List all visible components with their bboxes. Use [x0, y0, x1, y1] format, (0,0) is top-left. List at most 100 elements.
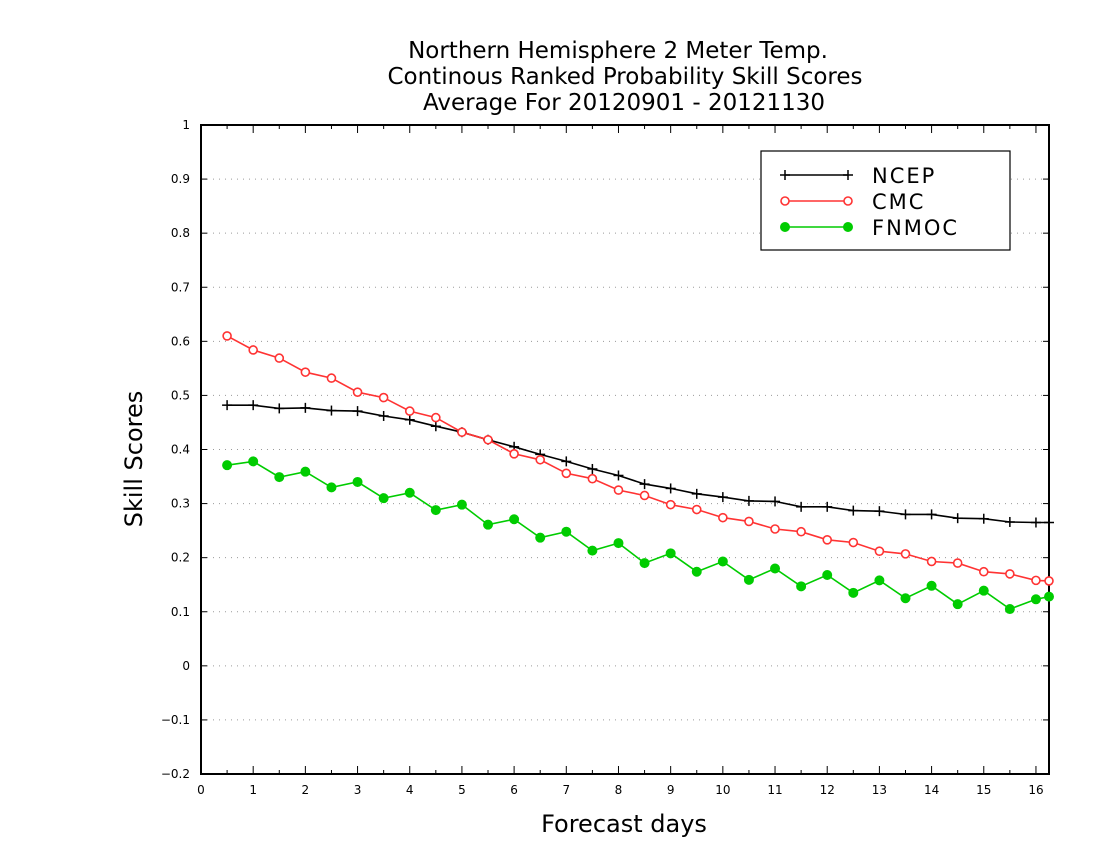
fnmoc-point: [848, 587, 859, 598]
y-tick-label: 0.6: [171, 334, 190, 348]
fnmoc-point: [326, 482, 337, 493]
fnmoc-point: [1044, 591, 1054, 602]
fnmoc-point: [483, 519, 494, 530]
series-fnmoc: [222, 456, 1054, 615]
cmc-point: [639, 490, 650, 501]
ncep-point: [561, 456, 572, 467]
x-tick-label: 8: [615, 783, 623, 797]
ncep-point: [717, 492, 728, 503]
y-tick-label: 0.2: [171, 551, 190, 565]
x-tick-label: 7: [562, 783, 570, 797]
title-line-1: Northern Hemisphere 2 Meter Temp.: [408, 38, 828, 64]
fnmoc-point: [222, 460, 233, 471]
cmc-point: [404, 406, 415, 416]
ncep-point: [874, 506, 885, 517]
title-line-2: Continous Ranked Probability Skill Score…: [387, 64, 862, 90]
legend-entry-ncep: NCEP: [780, 164, 934, 188]
cmc-point: [378, 392, 389, 403]
ncep-point: [796, 501, 807, 512]
ncep-point: [822, 501, 833, 512]
gridlines: [201, 178, 1049, 721]
cmc-point: [274, 353, 285, 363]
fnmoc-point: [743, 574, 754, 585]
fnmoc-point: [926, 580, 937, 591]
fnmoc-point: [456, 499, 467, 510]
cmc-point: [691, 504, 702, 515]
x-tick-label: 6: [510, 783, 518, 797]
fnmoc-point: [770, 563, 781, 574]
ncep-point: [978, 513, 989, 524]
cmc-point: [900, 549, 911, 559]
x-tick-label: 16: [1028, 783, 1043, 797]
fnmoc-point: [691, 566, 702, 577]
legend-marker: [780, 170, 790, 180]
x-tick-label: 13: [872, 783, 887, 797]
fnmoc-point: [1030, 594, 1041, 605]
fnmoc-point: [561, 526, 572, 537]
axes: −0.2−0.100.10.20.30.40.50.60.70.80.910 1 2…: [161, 118, 1050, 797]
legend-marker: [843, 222, 853, 232]
x-tick-label: 10: [715, 783, 730, 797]
fnmoc-point: [300, 466, 311, 477]
ncep-point: [378, 410, 389, 421]
cmc-line: [226, 335, 1050, 582]
ncep-point: [300, 402, 311, 413]
ncep-point: [639, 479, 650, 490]
fnmoc-point: [613, 538, 624, 549]
cmc-point: [744, 516, 754, 527]
x-tick-label: 11: [767, 783, 782, 797]
legend-marker: [843, 170, 853, 180]
cmc-point: [1031, 575, 1041, 586]
series-layer: [222, 331, 1054, 615]
cmc-point: [561, 468, 572, 479]
ncep-point: [1030, 517, 1041, 528]
cmc-point: [718, 512, 728, 523]
y-tick-label: 0.1: [171, 605, 190, 619]
fnmoc-point: [587, 545, 598, 556]
y-tick-label: 1: [182, 118, 190, 132]
cmc-point: [509, 449, 519, 459]
chart-title: Northern Hemisphere 2 Meter Temp. Contin…: [387, 38, 862, 116]
ncep-point: [952, 513, 963, 524]
fnmoc-line: [226, 460, 1050, 610]
x-tick-label: 4: [406, 783, 414, 797]
ncep-point: [743, 495, 754, 506]
y-axis-label: Skill Scores: [120, 391, 148, 528]
legend-marker: [780, 196, 790, 206]
y-tick-label: −0.2: [161, 767, 190, 781]
cmc-point: [535, 454, 546, 465]
y-tick-label: 0.7: [171, 280, 190, 294]
ncep-point: [770, 496, 781, 507]
cmc-point: [978, 566, 989, 577]
ncep-point: [587, 463, 598, 474]
fnmoc-point: [796, 581, 807, 592]
title-line-3: Average For 20120901 - 20121130: [423, 90, 825, 116]
ncep-point: [326, 405, 337, 416]
y-tick-label: 0.9: [171, 172, 190, 186]
ncep-point: [430, 421, 441, 432]
cmc-point: [848, 537, 859, 548]
ncep-point: [222, 400, 233, 411]
fnmoc-point: [1004, 604, 1015, 615]
ncep-point: [274, 403, 285, 414]
fnmoc-point: [509, 514, 520, 525]
x-tick-label: 3: [354, 783, 362, 797]
x-tick-label: 12: [820, 783, 835, 797]
legend-box: [760, 150, 1011, 251]
fnmoc-point: [639, 558, 650, 569]
fnmoc-point: [665, 548, 676, 559]
cmc-point: [665, 499, 676, 510]
fnmoc-point: [274, 472, 285, 483]
x-tick-label: 15: [976, 783, 991, 797]
ncep-point: [900, 509, 911, 520]
fnmoc-point: [404, 487, 415, 498]
legend-marker: [843, 196, 853, 206]
series-ncep: [222, 400, 1054, 528]
cmc-point: [796, 526, 806, 537]
fnmoc-point: [535, 532, 546, 543]
ncep-line: [227, 404, 1049, 524]
legend-label-cmc: CMC: [872, 190, 925, 214]
fnmoc-point: [874, 575, 885, 586]
legend-label-fnmoc: FNMOC: [872, 216, 959, 240]
